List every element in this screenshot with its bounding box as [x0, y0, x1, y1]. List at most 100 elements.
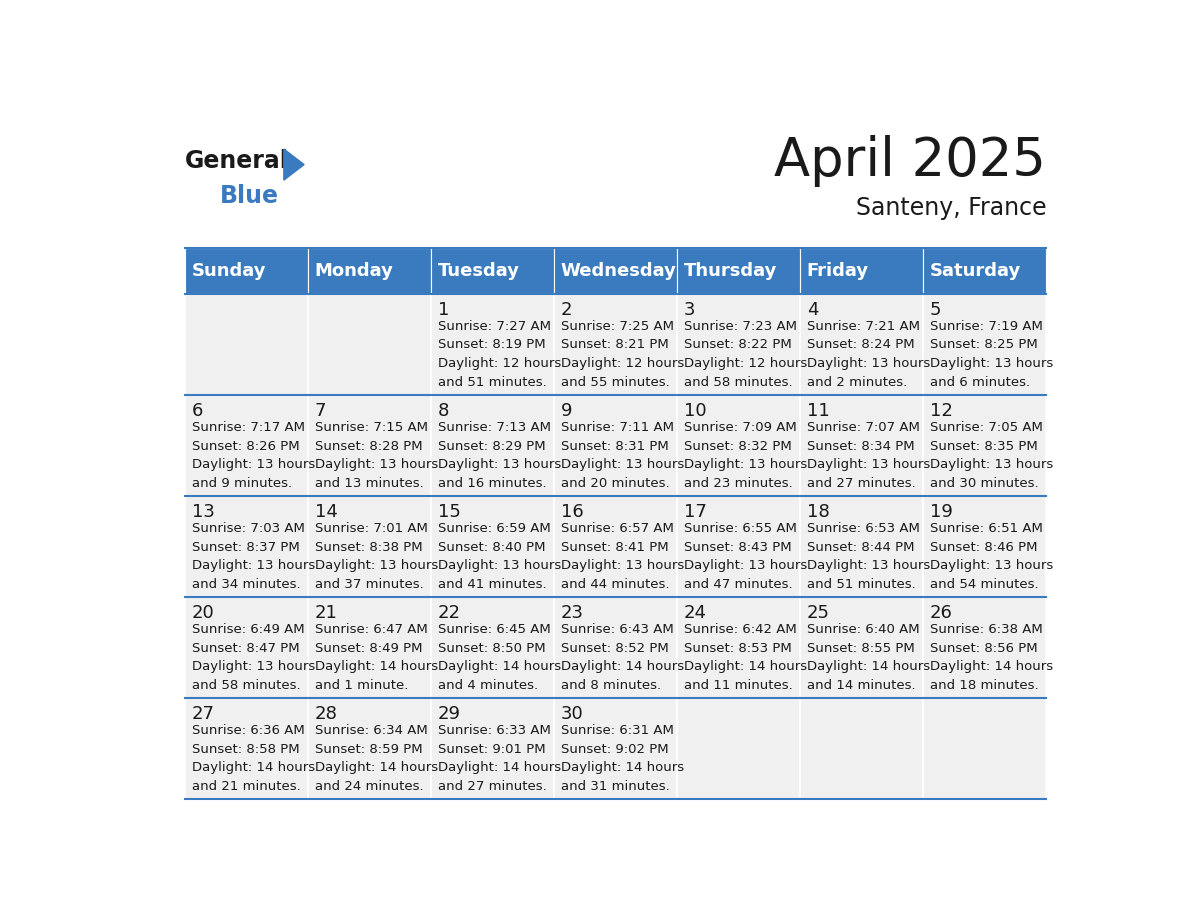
Text: and 8 minutes.: and 8 minutes.	[561, 679, 661, 692]
Text: and 16 minutes.: and 16 minutes.	[437, 476, 546, 490]
Text: 24: 24	[683, 604, 707, 622]
Bar	[923, 294, 1047, 395]
Text: Daylight: 12 hours: Daylight: 12 hours	[561, 357, 684, 370]
Text: 1: 1	[437, 301, 449, 319]
Text: and 54 minutes.: and 54 minutes.	[930, 578, 1038, 591]
Text: Sunrise: 7:07 AM: Sunrise: 7:07 AM	[807, 420, 920, 434]
Text: Daylight: 13 hours: Daylight: 13 hours	[683, 458, 807, 471]
Text: Sunrise: 6:31 AM: Sunrise: 6:31 AM	[561, 724, 674, 737]
Text: 3: 3	[683, 301, 695, 319]
Text: Sunrise: 6:53 AM: Sunrise: 6:53 AM	[807, 521, 920, 535]
Text: 10: 10	[683, 402, 707, 420]
Text: Sunset: 9:01 PM: Sunset: 9:01 PM	[437, 743, 545, 756]
Text: Daylight: 14 hours: Daylight: 14 hours	[437, 761, 561, 775]
Text: Daylight: 14 hours: Daylight: 14 hours	[561, 761, 684, 775]
Text: Sunset: 8:49 PM: Sunset: 8:49 PM	[315, 642, 422, 655]
Text: Daylight: 13 hours: Daylight: 13 hours	[930, 357, 1053, 370]
Text: April 2025: April 2025	[775, 135, 1047, 187]
Text: Sunset: 8:19 PM: Sunset: 8:19 PM	[437, 339, 545, 352]
Text: Daylight: 14 hours: Daylight: 14 hours	[930, 660, 1053, 674]
Text: Daylight: 14 hours: Daylight: 14 hours	[807, 660, 930, 674]
Bar	[801, 699, 923, 800]
Text: Sunrise: 7:05 AM: Sunrise: 7:05 AM	[930, 420, 1043, 434]
Bar	[677, 248, 801, 294]
Text: and 58 minutes.: and 58 minutes.	[683, 375, 792, 389]
Text: Sunrise: 6:36 AM: Sunrise: 6:36 AM	[191, 724, 304, 737]
Text: and 14 minutes.: and 14 minutes.	[807, 679, 915, 692]
Text: Daylight: 13 hours: Daylight: 13 hours	[807, 458, 930, 471]
Bar	[555, 294, 677, 395]
Text: Sunrise: 7:09 AM: Sunrise: 7:09 AM	[683, 420, 796, 434]
Text: Sunrise: 6:59 AM: Sunrise: 6:59 AM	[437, 521, 550, 535]
Text: and 27 minutes.: and 27 minutes.	[437, 780, 546, 793]
Bar	[431, 598, 555, 699]
Text: Sunrise: 7:21 AM: Sunrise: 7:21 AM	[807, 319, 920, 332]
Text: and 20 minutes.: and 20 minutes.	[561, 476, 669, 490]
Bar	[309, 294, 431, 395]
Text: Sunset: 8:38 PM: Sunset: 8:38 PM	[315, 541, 423, 554]
Text: Sunrise: 7:15 AM: Sunrise: 7:15 AM	[315, 420, 428, 434]
Bar	[309, 248, 431, 294]
Bar	[555, 248, 677, 294]
Text: and 4 minutes.: and 4 minutes.	[437, 679, 538, 692]
Text: 19: 19	[930, 503, 953, 521]
Text: 26: 26	[930, 604, 953, 622]
Text: and 44 minutes.: and 44 minutes.	[561, 578, 669, 591]
Text: Daylight: 14 hours: Daylight: 14 hours	[437, 660, 561, 674]
Text: and 55 minutes.: and 55 minutes.	[561, 375, 670, 389]
Text: General: General	[185, 149, 289, 173]
Text: Sunset: 8:58 PM: Sunset: 8:58 PM	[191, 743, 299, 756]
Text: Sunset: 8:50 PM: Sunset: 8:50 PM	[437, 642, 545, 655]
Bar	[431, 699, 555, 800]
Text: and 31 minutes.: and 31 minutes.	[561, 780, 670, 793]
Bar	[923, 395, 1047, 496]
Bar	[185, 248, 309, 294]
Bar	[555, 395, 677, 496]
Text: Sunrise: 7:17 AM: Sunrise: 7:17 AM	[191, 420, 305, 434]
Text: Sunrise: 7:03 AM: Sunrise: 7:03 AM	[191, 521, 304, 535]
Text: Sunset: 8:59 PM: Sunset: 8:59 PM	[315, 743, 423, 756]
Text: Sunrise: 6:49 AM: Sunrise: 6:49 AM	[191, 623, 304, 636]
Text: 13: 13	[191, 503, 215, 521]
Text: Sunrise: 6:38 AM: Sunrise: 6:38 AM	[930, 623, 1042, 636]
Text: 7: 7	[315, 402, 327, 420]
Bar	[431, 294, 555, 395]
Text: Sunset: 8:37 PM: Sunset: 8:37 PM	[191, 541, 299, 554]
Text: Sunset: 8:34 PM: Sunset: 8:34 PM	[807, 440, 915, 453]
Text: Daylight: 14 hours: Daylight: 14 hours	[315, 761, 438, 775]
Text: Sunset: 8:31 PM: Sunset: 8:31 PM	[561, 440, 669, 453]
Text: 2: 2	[561, 301, 573, 319]
Text: Sunset: 8:55 PM: Sunset: 8:55 PM	[807, 642, 915, 655]
Polygon shape	[284, 149, 304, 180]
Text: and 13 minutes.: and 13 minutes.	[315, 476, 423, 490]
Text: Saturday: Saturday	[929, 262, 1020, 280]
Bar	[801, 496, 923, 598]
Text: 5: 5	[930, 301, 941, 319]
Text: and 18 minutes.: and 18 minutes.	[930, 679, 1038, 692]
Text: Daylight: 13 hours: Daylight: 13 hours	[191, 660, 315, 674]
Text: and 1 minute.: and 1 minute.	[315, 679, 409, 692]
Text: 27: 27	[191, 705, 215, 723]
Text: Sunrise: 7:27 AM: Sunrise: 7:27 AM	[437, 319, 551, 332]
Text: 4: 4	[807, 301, 819, 319]
Text: and 34 minutes.: and 34 minutes.	[191, 578, 301, 591]
Text: Daylight: 13 hours: Daylight: 13 hours	[315, 559, 438, 572]
Text: Sunrise: 7:13 AM: Sunrise: 7:13 AM	[437, 420, 551, 434]
Text: Daylight: 14 hours: Daylight: 14 hours	[315, 660, 438, 674]
Bar	[677, 598, 801, 699]
Text: Sunrise: 7:01 AM: Sunrise: 7:01 AM	[315, 521, 428, 535]
Text: 14: 14	[315, 503, 337, 521]
Bar	[309, 496, 431, 598]
Bar	[555, 699, 677, 800]
Text: Sunrise: 6:55 AM: Sunrise: 6:55 AM	[683, 521, 797, 535]
Text: 20: 20	[191, 604, 215, 622]
Text: Sunrise: 6:33 AM: Sunrise: 6:33 AM	[437, 724, 550, 737]
Text: Daylight: 12 hours: Daylight: 12 hours	[683, 357, 807, 370]
Text: Sunset: 8:46 PM: Sunset: 8:46 PM	[930, 541, 1037, 554]
Text: Sunset: 8:24 PM: Sunset: 8:24 PM	[807, 339, 915, 352]
Text: Daylight: 13 hours: Daylight: 13 hours	[561, 458, 684, 471]
Text: Daylight: 14 hours: Daylight: 14 hours	[191, 761, 315, 775]
Text: 28: 28	[315, 705, 337, 723]
Text: 17: 17	[683, 503, 707, 521]
Text: Sunset: 8:53 PM: Sunset: 8:53 PM	[683, 642, 791, 655]
